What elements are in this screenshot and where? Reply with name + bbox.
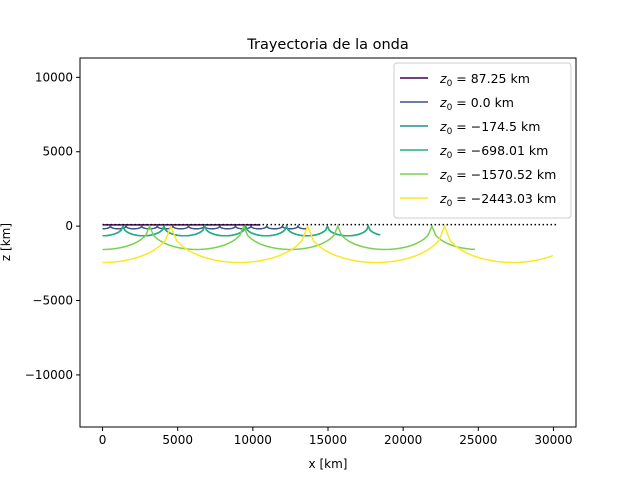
series-line-5	[102, 224, 554, 264]
x-tick-label-2: 10000	[234, 433, 272, 447]
x-axis-label: x [km]	[309, 457, 348, 471]
chart-title: Trayectoria de la onda	[246, 37, 409, 53]
series-line-4	[102, 224, 476, 251]
y-tick-label-4: 10000	[35, 70, 73, 84]
y-axis-label: z [km]	[0, 223, 13, 261]
x-tick-label-5: 25000	[459, 433, 497, 447]
x-tick-label-0: 0	[99, 433, 107, 447]
y-tick-label-3: 5000	[42, 145, 73, 159]
legend-box	[393, 62, 572, 219]
plot-area	[102, 223, 557, 264]
legend-label-3: z0 = −698.01 km	[439, 143, 548, 161]
legend-label-5: z0 = −2443.03 km	[439, 191, 556, 209]
x-tick-label-1: 5000	[162, 433, 193, 447]
y-axis: −10000 −5000 0 5000 10000	[25, 70, 80, 382]
legend-label-0: z0 = 87.25 km	[439, 71, 530, 89]
x-axis: 0 5000 10000 15000 20000 25000 30000	[99, 427, 573, 447]
y-tick-label-1: −5000	[32, 294, 73, 308]
x-tick-label-3: 15000	[309, 433, 347, 447]
legend-label-2: z0 = −174.5 km	[439, 119, 540, 137]
legend: z0 = 87.25 km z0 = 0.0 km z0 = −174.5 km z0…	[393, 62, 572, 219]
y-tick-label-0: −10000	[25, 368, 73, 382]
y-tick-label-2: 0	[65, 219, 73, 233]
x-tick-label-6: 30000	[534, 433, 572, 447]
legend-label-1: z0 = 0.0 km	[439, 95, 514, 113]
legend-label-4: z0 = −1570.52 km	[439, 167, 556, 185]
x-tick-label-4: 20000	[384, 433, 422, 447]
